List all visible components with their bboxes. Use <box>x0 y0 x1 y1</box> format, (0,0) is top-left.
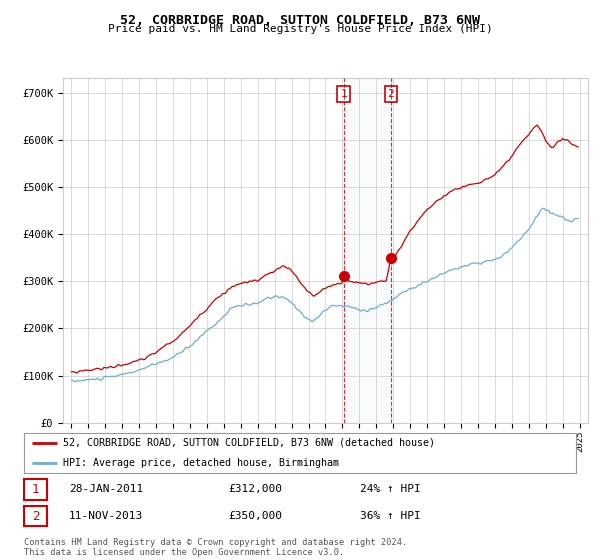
Text: Price paid vs. HM Land Registry's House Price Index (HPI): Price paid vs. HM Land Registry's House … <box>107 24 493 34</box>
Text: 2: 2 <box>388 88 394 99</box>
Text: Contains HM Land Registry data © Crown copyright and database right 2024.
This d: Contains HM Land Registry data © Crown c… <box>24 538 407 557</box>
Bar <box>344 78 391 423</box>
Text: 28-JAN-2011: 28-JAN-2011 <box>69 484 143 494</box>
Text: 2: 2 <box>32 510 39 523</box>
Text: 11-NOV-2013: 11-NOV-2013 <box>69 511 143 521</box>
Text: 24% ↑ HPI: 24% ↑ HPI <box>360 484 421 494</box>
Text: £350,000: £350,000 <box>228 511 282 521</box>
Text: 1: 1 <box>340 88 347 99</box>
Text: 1: 1 <box>32 483 39 496</box>
Text: HPI: Average price, detached house, Birmingham: HPI: Average price, detached house, Birm… <box>62 458 338 468</box>
Text: 36% ↑ HPI: 36% ↑ HPI <box>360 511 421 521</box>
Text: 52, CORBRIDGE ROAD, SUTTON COLDFIELD, B73 6NW: 52, CORBRIDGE ROAD, SUTTON COLDFIELD, B7… <box>120 14 480 27</box>
Text: 52, CORBRIDGE ROAD, SUTTON COLDFIELD, B73 6NW (detached house): 52, CORBRIDGE ROAD, SUTTON COLDFIELD, B7… <box>62 438 434 448</box>
Text: £312,000: £312,000 <box>228 484 282 494</box>
